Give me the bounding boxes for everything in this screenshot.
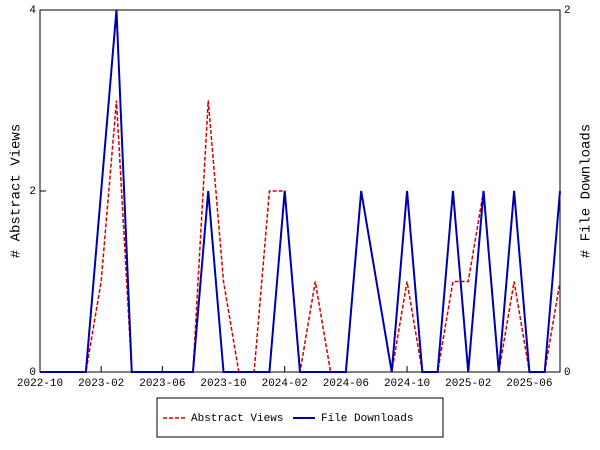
x-tick-label: 2024-06 — [323, 378, 369, 390]
x-tick-label: 2023-06 — [139, 378, 185, 390]
y2-tick-label: 2 — [564, 5, 571, 17]
x-tick-label: 2025-06 — [506, 378, 552, 390]
y-tick-label: 4 — [29, 5, 36, 17]
x-tick-label: 2025-02 — [445, 378, 491, 390]
x-tick-label: 2023-10 — [200, 378, 246, 390]
y-tick-label: 0 — [29, 367, 36, 379]
y-axis-label: # Abstract Views — [9, 124, 25, 258]
series-line — [40, 9, 561, 373]
x-tick-label: 2023-02 — [78, 378, 124, 390]
y-tick-label: 2 — [29, 186, 36, 198]
y2-axis-label: # File Downloads — [579, 124, 595, 258]
legend-label: File Downloads — [321, 413, 413, 425]
y2-tick-label: 0 — [564, 367, 571, 379]
x-tick-label: 2024-02 — [262, 378, 308, 390]
x-tick-label: 2024-10 — [384, 378, 430, 390]
legend-label: Abstract Views — [191, 413, 283, 425]
series-line — [40, 100, 561, 373]
legend-box — [156, 397, 444, 438]
x-tick-label: 2022-10 — [17, 378, 63, 390]
